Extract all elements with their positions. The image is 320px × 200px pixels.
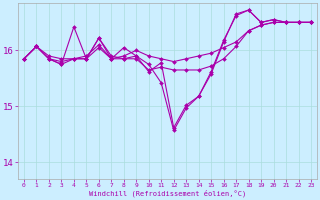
- X-axis label: Windchill (Refroidissement éolien,°C): Windchill (Refroidissement éolien,°C): [89, 190, 246, 197]
